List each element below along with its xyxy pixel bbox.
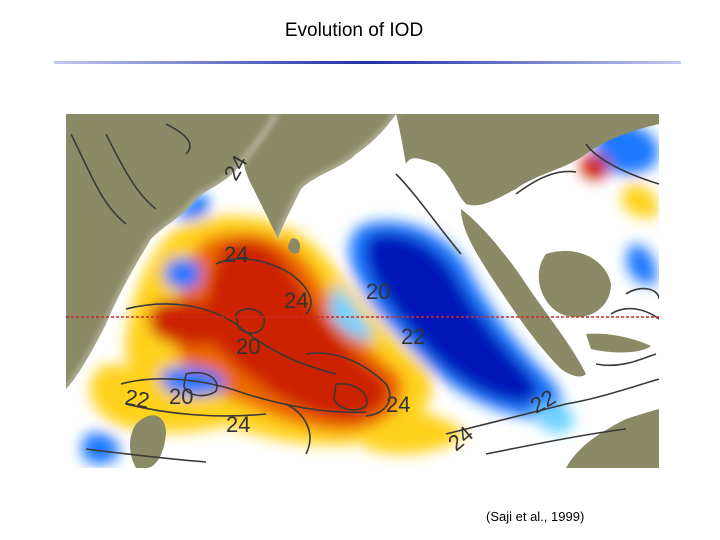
contour-label: 24 — [224, 242, 248, 267]
warm-anomaly-core-west — [149, 300, 246, 346]
map-svg: 24 24 24 20 20 22 20 24 24 22 22 24 — [66, 114, 659, 468]
land-australia — [566, 409, 659, 468]
sst-anomaly-map: 24 24 24 20 20 22 20 24 24 22 22 24 — [66, 114, 659, 468]
contour-label: 24 — [226, 412, 250, 437]
cool-anomaly-core — [365, 233, 539, 403]
warm-patch-northeast — [580, 153, 610, 180]
land-sri-lanka — [288, 238, 301, 254]
contour-label: 20 — [236, 334, 260, 359]
warm-anomaly-light-se — [366, 410, 466, 454]
contour-label: 20 — [169, 384, 193, 409]
land-southeast-asia — [396, 114, 659, 206]
citation: (Saji et al., 1999) — [486, 509, 585, 524]
title-underline — [54, 61, 681, 64]
contour-label: 22 — [123, 384, 151, 413]
cool-patch-east — [626, 244, 657, 285]
slide-title: Evolution of IOD — [284, 20, 424, 41]
coast-halo — [66, 114, 399, 392]
contour-label: 20 — [366, 279, 390, 304]
land-java — [586, 333, 651, 353]
land-sumatra — [461, 209, 586, 377]
contour-label: 24 — [386, 392, 410, 417]
cool-anomaly-edge-south — [535, 403, 575, 433]
warm-anomaly-core — [205, 240, 389, 420]
land-masses — [66, 114, 659, 468]
cool-patch-far-south — [81, 433, 120, 465]
contour-lines — [70, 123, 659, 463]
warm-patch-east — [621, 183, 659, 219]
cool-anomaly-edge — [328, 284, 376, 340]
cool-patch-west — [163, 258, 201, 290]
land-india — [243, 114, 396, 239]
contour-label: 22 — [401, 324, 425, 349]
land-borneo — [538, 250, 611, 318]
land-africa-arabia — [66, 114, 276, 389]
contour-label: 24 — [284, 288, 308, 313]
